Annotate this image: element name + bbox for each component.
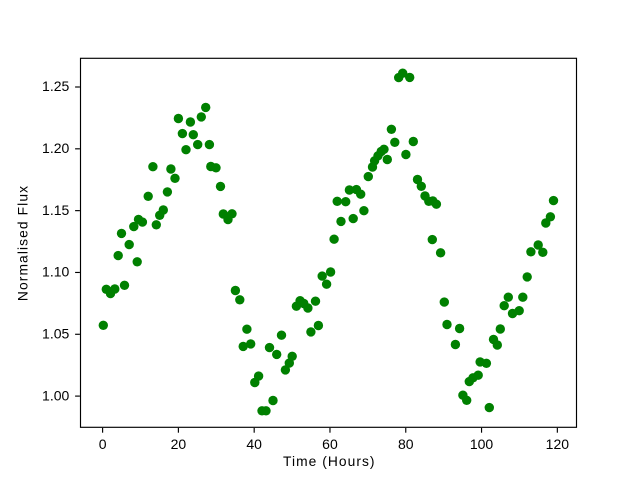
svg-text:Time (Hours): Time (Hours): [283, 454, 376, 469]
svg-text:40: 40: [246, 436, 262, 452]
svg-text:1.20: 1.20: [42, 140, 69, 156]
svg-text:60: 60: [322, 436, 338, 452]
svg-text:20: 20: [171, 436, 187, 452]
svg-text:1.00: 1.00: [42, 387, 69, 403]
svg-text:0: 0: [99, 436, 107, 452]
svg-text:100: 100: [470, 436, 494, 452]
svg-text:1.05: 1.05: [42, 325, 69, 341]
svg-text:80: 80: [398, 436, 414, 452]
svg-text:1.25: 1.25: [42, 78, 69, 94]
svg-text:1.10: 1.10: [42, 264, 69, 280]
svg-text:120: 120: [546, 436, 570, 452]
svg-text:1.15: 1.15: [42, 202, 69, 218]
svg-text:Normalised Flux: Normalised Flux: [15, 185, 30, 301]
